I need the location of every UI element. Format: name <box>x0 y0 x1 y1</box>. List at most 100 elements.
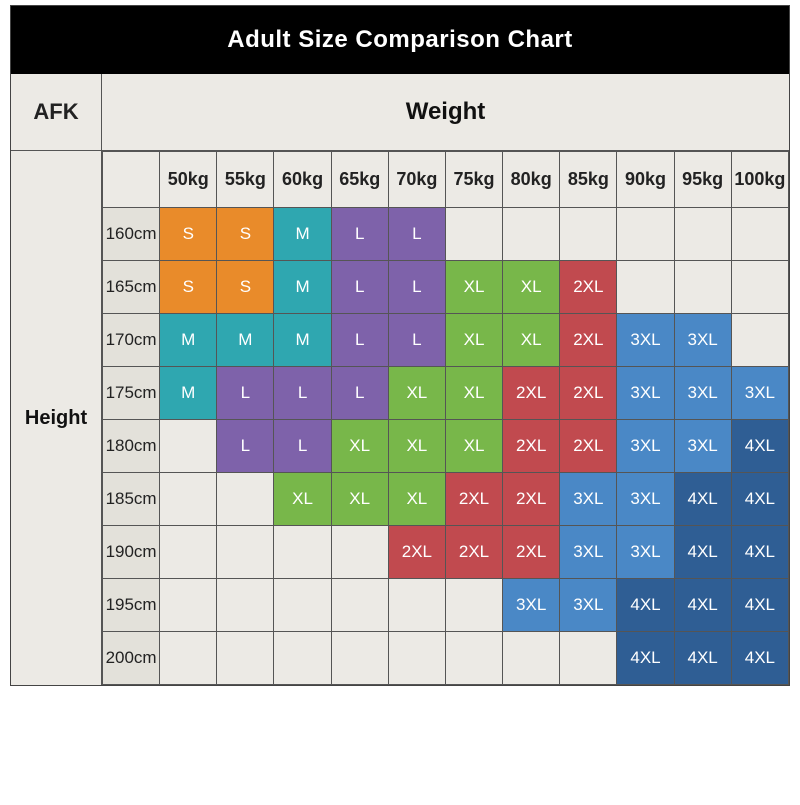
size-cell: 2XL <box>560 261 617 314</box>
size-cell: XL <box>445 261 502 314</box>
size-cell <box>560 632 617 685</box>
size-cell <box>160 632 217 685</box>
size-cell <box>731 208 788 261</box>
weight-col-header: 55kg <box>217 152 274 208</box>
size-cell: 4XL <box>674 526 731 579</box>
table-row: 185cmXLXLXL2XL2XL3XL3XL4XL4XL <box>103 473 789 526</box>
chart-body: Height 50kg55kg60kg65kg70kg75kg80kg85kg9… <box>11 150 789 685</box>
size-cell: M <box>274 261 331 314</box>
table-row: 160cmSSMLL <box>103 208 789 261</box>
height-row-label: 160cm <box>103 208 160 261</box>
weight-col-header: 75kg <box>445 152 502 208</box>
size-cell <box>160 579 217 632</box>
weight-col-header: 95kg <box>674 152 731 208</box>
height-row-label: 170cm <box>103 314 160 367</box>
size-cell <box>217 526 274 579</box>
size-cell: M <box>217 314 274 367</box>
size-cell: 2XL <box>560 420 617 473</box>
size-cell <box>731 261 788 314</box>
size-cell: S <box>160 208 217 261</box>
size-cell <box>274 632 331 685</box>
size-cell: 3XL <box>674 420 731 473</box>
weight-col-header: 85kg <box>560 152 617 208</box>
size-cell <box>331 579 388 632</box>
size-cell <box>274 579 331 632</box>
size-cell: XL <box>388 473 445 526</box>
height-row-label: 200cm <box>103 632 160 685</box>
size-cell: L <box>331 261 388 314</box>
size-cell: 3XL <box>617 367 674 420</box>
size-cell <box>617 261 674 314</box>
size-cell: L <box>388 314 445 367</box>
weight-col-header: 70kg <box>388 152 445 208</box>
table-row: 195cm3XL3XL4XL4XL4XL <box>103 579 789 632</box>
size-cell: S <box>160 261 217 314</box>
size-cell <box>560 208 617 261</box>
size-cell: 2XL <box>503 526 560 579</box>
brand-label: AFK <box>11 74 102 150</box>
grid-container: 50kg55kg60kg65kg70kg75kg80kg85kg90kg95kg… <box>102 151 789 685</box>
weight-header-row: 50kg55kg60kg65kg70kg75kg80kg85kg90kg95kg… <box>103 152 789 208</box>
size-grid: 50kg55kg60kg65kg70kg75kg80kg85kg90kg95kg… <box>102 151 789 685</box>
corner-blank <box>103 152 160 208</box>
size-cell <box>445 579 502 632</box>
size-cell <box>388 632 445 685</box>
size-cell: XL <box>503 261 560 314</box>
size-cell: 3XL <box>617 473 674 526</box>
height-row-label: 190cm <box>103 526 160 579</box>
size-cell: 3XL <box>731 367 788 420</box>
size-cell: 4XL <box>674 473 731 526</box>
size-cell <box>674 261 731 314</box>
size-cell: M <box>274 314 331 367</box>
size-cell: 2XL <box>503 420 560 473</box>
size-cell <box>617 208 674 261</box>
size-cell: 3XL <box>560 473 617 526</box>
size-cell: S <box>217 208 274 261</box>
chart-title: Adult Size Comparison Chart <box>11 6 789 74</box>
size-cell <box>731 314 788 367</box>
height-row-label: 180cm <box>103 420 160 473</box>
size-cell: 3XL <box>674 314 731 367</box>
size-cell: L <box>217 367 274 420</box>
height-axis-label: Height <box>11 151 102 685</box>
weight-col-header: 60kg <box>274 152 331 208</box>
size-cell: XL <box>388 420 445 473</box>
size-cell: S <box>217 261 274 314</box>
size-cell: L <box>388 261 445 314</box>
size-cell: 3XL <box>617 314 674 367</box>
size-cell: L <box>274 420 331 473</box>
size-cell: 3XL <box>560 579 617 632</box>
size-cell: 4XL <box>617 579 674 632</box>
size-cell: 3XL <box>503 579 560 632</box>
size-cell: 4XL <box>731 526 788 579</box>
size-cell: L <box>331 208 388 261</box>
weight-col-header: 100kg <box>731 152 788 208</box>
table-row: 180cmLLXLXLXL2XL2XL3XL3XL4XL <box>103 420 789 473</box>
size-cell: L <box>388 208 445 261</box>
size-cell <box>503 632 560 685</box>
size-cell: 4XL <box>731 473 788 526</box>
size-cell: XL <box>503 314 560 367</box>
size-cell: 2XL <box>560 367 617 420</box>
size-cell <box>674 208 731 261</box>
weight-col-header: 65kg <box>331 152 388 208</box>
size-cell: XL <box>331 420 388 473</box>
weight-col-header: 50kg <box>160 152 217 208</box>
size-cell: L <box>217 420 274 473</box>
size-cell: 4XL <box>731 420 788 473</box>
size-cell: L <box>274 367 331 420</box>
height-row-label: 185cm <box>103 473 160 526</box>
size-cell: 4XL <box>674 632 731 685</box>
size-cell <box>331 632 388 685</box>
size-cell: 2XL <box>445 526 502 579</box>
size-cell <box>331 526 388 579</box>
size-cell: 2XL <box>388 526 445 579</box>
size-cell: 4XL <box>731 579 788 632</box>
size-cell <box>388 579 445 632</box>
table-row: 190cm2XL2XL2XL3XL3XL4XL4XL <box>103 526 789 579</box>
size-cell: M <box>274 208 331 261</box>
size-cell: 3XL <box>617 420 674 473</box>
size-cell <box>274 526 331 579</box>
size-cell <box>160 473 217 526</box>
weight-axis-label: Weight <box>102 74 789 150</box>
